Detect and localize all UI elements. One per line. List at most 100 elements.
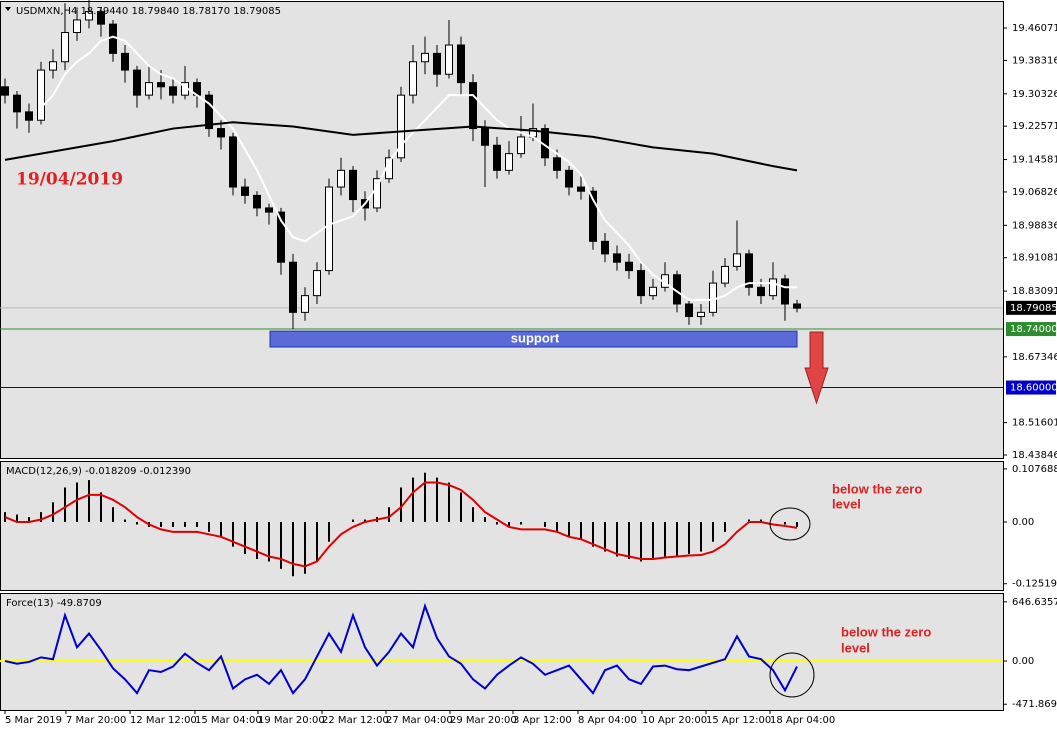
candle-body xyxy=(217,128,225,138)
candle-body xyxy=(409,61,417,96)
y-tick-label: 18.98836 xyxy=(1012,220,1057,231)
candle-body xyxy=(25,111,33,121)
candle-body xyxy=(85,11,93,21)
candle-body xyxy=(133,69,141,96)
y-tick-label: 19.46071 xyxy=(1012,23,1057,34)
candle-body xyxy=(493,144,501,171)
x-tick-label: 5 Mar 2019 xyxy=(5,715,62,726)
candle-body xyxy=(61,31,69,63)
indicator-line xyxy=(4,602,798,695)
candle-body xyxy=(685,303,693,318)
y-tick-label: 18.51601 xyxy=(1012,418,1057,429)
y-tick-label: 19.38316 xyxy=(1012,55,1057,66)
candle-body xyxy=(421,52,429,63)
candle-body xyxy=(313,270,321,297)
candle-body xyxy=(13,94,21,113)
x-tick-label: 18 Apr 04:00 xyxy=(770,715,835,726)
x-tick-label: 7 Mar 20:00 xyxy=(66,715,126,726)
x-tick-label: 29 Mar 20:00 xyxy=(450,715,517,726)
candle-body xyxy=(457,44,465,84)
candle-body xyxy=(337,169,345,188)
y-tick-label: 19.30326 xyxy=(1012,89,1057,100)
indicator-line xyxy=(4,481,798,568)
y-tick-label: -471.8696 xyxy=(1012,699,1057,710)
candle-body xyxy=(517,136,525,155)
level-label-box xyxy=(1006,322,1056,337)
candle-body xyxy=(37,69,45,121)
candle-body xyxy=(109,23,117,54)
candle-body xyxy=(157,82,165,88)
highlight-circle xyxy=(769,652,815,698)
candle-body xyxy=(277,211,285,263)
candle-body xyxy=(721,265,729,284)
x-tick-label: 3 Apr 12:00 xyxy=(513,715,572,726)
panel xyxy=(0,593,1004,711)
candle-body xyxy=(289,261,297,313)
candle-body xyxy=(73,19,81,33)
level-label: 18.60000 xyxy=(1010,383,1057,394)
candle-body xyxy=(709,282,717,313)
price-label: 18.79085 xyxy=(1010,303,1057,314)
panel xyxy=(0,1,1004,459)
y-tick-label: 0.107688 xyxy=(1012,464,1057,475)
candle-body xyxy=(553,157,561,171)
candle-body xyxy=(397,94,405,159)
x-tick-label: 8 Apr 04:00 xyxy=(578,715,637,726)
candle-body xyxy=(469,82,477,130)
candle-body xyxy=(769,278,777,297)
panel-title: MACD(12,26,9) -0.018209 -0.012390 xyxy=(6,466,191,477)
candle-body xyxy=(301,295,309,313)
y-tick-label: 18.91081 xyxy=(1012,253,1057,264)
candle-body xyxy=(613,253,621,263)
candle-body xyxy=(637,270,645,297)
annotation: level xyxy=(832,496,861,511)
level-label-box xyxy=(1006,380,1056,395)
down-arrow xyxy=(804,331,829,405)
indicator-line xyxy=(40,35,797,301)
candle-body xyxy=(697,311,705,318)
candle-body xyxy=(229,136,237,188)
y-tick-label: 646.6357 xyxy=(1012,597,1057,608)
candle-body xyxy=(253,194,261,209)
x-tick-label: 10 Apr 20:00 xyxy=(642,715,707,726)
y-tick-label: 18.43846 xyxy=(1012,450,1057,461)
candle-body xyxy=(97,11,105,25)
candle-body xyxy=(265,207,273,213)
y-tick-label: 19.14581 xyxy=(1012,155,1057,166)
menu-triangle xyxy=(5,7,11,11)
candle-body xyxy=(733,253,741,267)
candle-body xyxy=(121,52,129,71)
x-tick-label: 19 Mar 20:00 xyxy=(258,715,325,726)
x-tick-label: 15 Mar 04:00 xyxy=(195,715,262,726)
candle-body xyxy=(781,278,789,305)
candle-body xyxy=(49,61,57,71)
candle-body xyxy=(1,86,9,96)
level-label: 18.74000 xyxy=(1010,324,1057,335)
x-tick-label: 27 Mar 04:00 xyxy=(386,715,453,726)
candle-body xyxy=(349,169,357,201)
zone-label: support xyxy=(511,331,560,346)
candle-body xyxy=(445,44,453,75)
candle-body xyxy=(433,52,441,75)
candle-body xyxy=(481,128,489,146)
x-tick-label: 22 Mar 12:00 xyxy=(322,715,389,726)
date-annotation: 19/04/2019 xyxy=(16,170,123,190)
candle-body xyxy=(145,82,153,96)
price-label-box xyxy=(1006,300,1056,315)
indicator-line xyxy=(4,121,798,172)
candle-body xyxy=(169,86,177,96)
candle-body xyxy=(589,190,597,242)
candle-body xyxy=(625,261,633,272)
candle-body xyxy=(601,240,609,255)
candle-body xyxy=(757,286,765,297)
annotation: below the zero xyxy=(832,481,922,496)
x-tick-label: 12 Mar 12:00 xyxy=(130,715,197,726)
candle-body xyxy=(205,94,213,130)
y-tick-label: -0.125191 xyxy=(1012,579,1057,590)
support-zone xyxy=(269,330,798,348)
y-tick-label: 0.00 xyxy=(1012,656,1034,667)
annotation: below the zero xyxy=(841,624,931,639)
y-tick-label: 0.00 xyxy=(1012,517,1034,528)
candle-body xyxy=(745,253,753,288)
